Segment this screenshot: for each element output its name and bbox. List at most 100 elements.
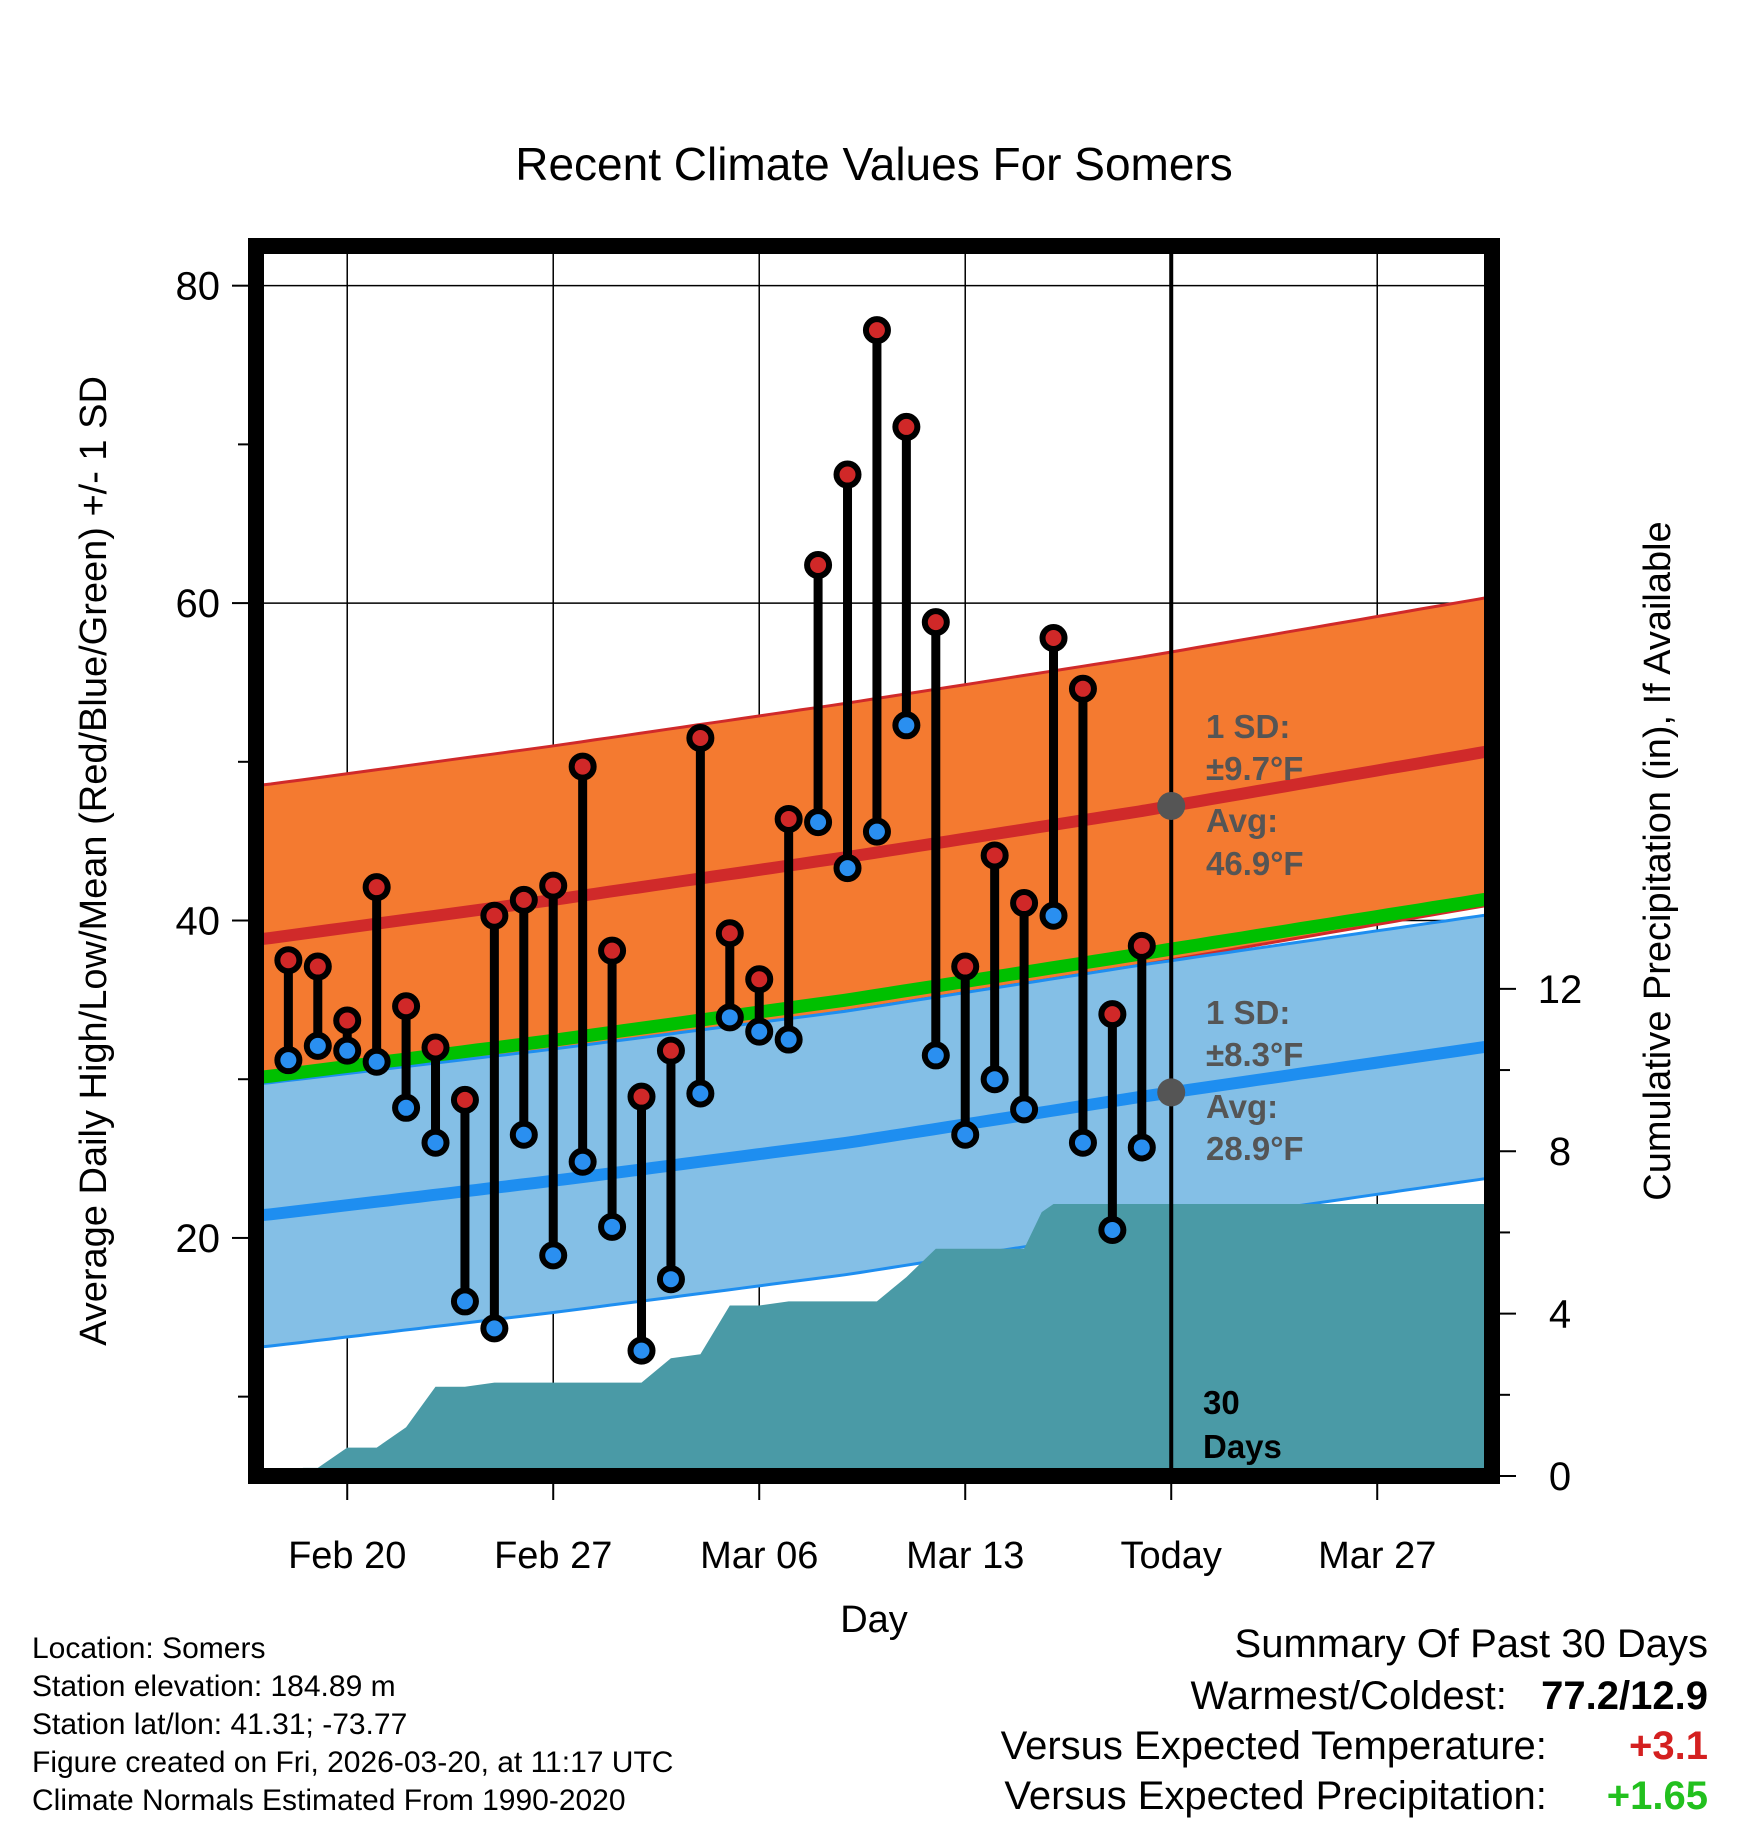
low-point <box>951 1120 980 1149</box>
daily-observations <box>274 316 1156 1365</box>
high-normal-line <box>256 744 1492 946</box>
low-point <box>598 1212 627 1241</box>
high-sd-value: ±9.7°F <box>1206 750 1303 787</box>
low-sd-value: ±8.3°F <box>1206 1036 1303 1073</box>
y-tick-label: 40 <box>176 900 221 944</box>
high-sd-label: 1 SD: <box>1206 708 1290 745</box>
low-point <box>715 1003 744 1032</box>
y-tick-label: 20 <box>176 1217 221 1261</box>
x-tick-label: Today <box>1121 1535 1222 1577</box>
high-point <box>627 1082 656 1111</box>
low-point <box>450 1287 479 1316</box>
low-point <box>509 1120 538 1149</box>
high-avg-label: Avg: <box>1206 802 1278 839</box>
low-point <box>362 1047 391 1076</box>
y2-tick-label: 8 <box>1549 1130 1571 1174</box>
low-point <box>980 1065 1009 1094</box>
low-point <box>1068 1128 1097 1157</box>
temp-value: +3.1 <box>1629 1724 1708 1768</box>
mean-normal-line <box>256 891 1492 1085</box>
y-axis-label: Average Daily High/Low/Mean (Red/Blue/Gr… <box>73 376 115 1346</box>
high-point <box>862 316 891 345</box>
low-point <box>656 1265 685 1294</box>
high-point <box>774 804 803 833</box>
low-avg-label: Avg: <box>1206 1088 1278 1125</box>
low-point <box>627 1336 656 1365</box>
low-point <box>303 1031 332 1060</box>
low-point <box>1127 1133 1156 1162</box>
high-point <box>598 936 627 965</box>
high-point <box>274 946 303 975</box>
low-point <box>745 1017 774 1046</box>
high-point <box>450 1085 479 1114</box>
y2-tick-label: 12 <box>1538 968 1583 1012</box>
high-point <box>1127 931 1156 960</box>
low-point <box>274 1046 303 1075</box>
low-point <box>1010 1095 1039 1124</box>
warm-cold-row: Warmest/Coldest: 77.2/12.9 <box>1191 1674 1709 1719</box>
high-point <box>1010 889 1039 918</box>
x-tick-label: Mar 06 <box>700 1535 818 1577</box>
low-point <box>686 1079 715 1108</box>
high-point <box>568 752 597 781</box>
low-point <box>392 1093 421 1122</box>
days-count-label: 30 <box>1203 1384 1240 1421</box>
high-point <box>1068 674 1097 703</box>
summary-title: Summary Of Past 30 Days <box>1234 1622 1708 1666</box>
high-point <box>745 965 774 994</box>
plot-frame <box>248 238 1500 1484</box>
high-point <box>362 873 391 902</box>
x-axis-label: Day <box>840 1599 908 1641</box>
chart-title: Recent Climate Values For Somers <box>515 138 1233 190</box>
low-point <box>862 817 891 846</box>
high-point <box>509 885 538 914</box>
days-word-label: Days <box>1203 1428 1282 1465</box>
temp-row: Versus Expected Temperature: +3.1 <box>1001 1724 1708 1769</box>
y2-tick-label: 4 <box>1549 1293 1571 1337</box>
y2-tick-label: 0 <box>1549 1455 1571 1499</box>
normals-text: Climate Normals Estimated From 1990-2020 <box>32 1784 626 1817</box>
low-sd-label: 1 SD: <box>1206 994 1290 1031</box>
high-point <box>421 1033 450 1062</box>
high-point <box>980 841 1009 870</box>
location-text: Location: Somers <box>32 1632 266 1665</box>
precipitation-area <box>276 1204 1492 1476</box>
low-normal-today-marker <box>1157 1078 1186 1107</box>
y-tick-label: 80 <box>176 265 221 309</box>
x-tick-label: Feb 27 <box>494 1535 612 1577</box>
high-point <box>833 460 862 489</box>
y-tick-label: 60 <box>176 582 221 626</box>
low-sd-band <box>256 912 1492 1349</box>
low-point <box>480 1314 509 1343</box>
precip-label: Versus Expected Precipitation: <box>1004 1774 1547 1818</box>
low-point <box>1039 901 1068 930</box>
created-text: Figure created on Fri, 2026-03-20, at 11… <box>32 1746 674 1779</box>
y2-axis-label: Cumulative Precipitation (in), If Availa… <box>1637 521 1679 1200</box>
high-point <box>686 724 715 752</box>
warm-cold-label: Warmest/Coldest: <box>1190 1674 1507 1718</box>
temp-label: Versus Expected Temperature: <box>1000 1724 1547 1768</box>
high-point <box>656 1036 685 1065</box>
high-normal-today-marker <box>1157 791 1186 820</box>
high-point <box>1039 624 1068 653</box>
low-point <box>774 1025 803 1054</box>
low-point <box>892 711 921 740</box>
high-point <box>804 551 833 580</box>
high-point <box>392 992 421 1021</box>
high-avg-value: 46.9°F <box>1206 845 1304 882</box>
high-point <box>480 901 509 930</box>
low-point <box>921 1041 950 1070</box>
low-point <box>421 1128 450 1157</box>
warm-cold-value: 77.2/12.9 <box>1541 1674 1708 1718</box>
precip-row: Versus Expected Precipitation: +1.65 <box>1004 1774 1708 1819</box>
elevation-text: Station elevation: 184.89 m <box>32 1670 396 1703</box>
x-tick-label: Mar 13 <box>906 1535 1024 1577</box>
low-avg-value: 28.9°F <box>1206 1130 1304 1167</box>
low-point <box>1098 1216 1127 1244</box>
high-point <box>539 871 568 900</box>
x-tick-label: Mar 27 <box>1318 1535 1436 1577</box>
high-point <box>1098 1000 1127 1029</box>
low-point <box>833 854 862 883</box>
high-point <box>921 608 950 637</box>
